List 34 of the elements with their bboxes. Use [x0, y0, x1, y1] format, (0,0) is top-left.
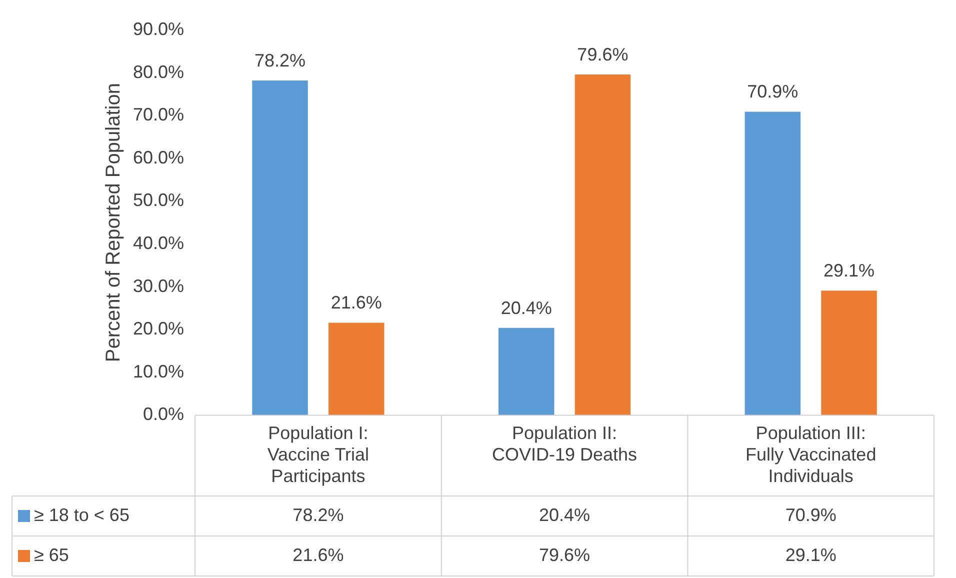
- x-tick-label: Population III: Fully Vaccinated Individuals: [745, 422, 876, 486]
- y-tick-label: 70.0%: [132, 104, 184, 125]
- legend-label: ≥ 65: [34, 544, 69, 565]
- text: 78.2%: [254, 50, 306, 70]
- data-label: 29.1%: [785, 544, 836, 565]
- bar: [744, 112, 801, 416]
- data-label: 70.9%: [785, 504, 836, 525]
- data-label: 20.4%: [538, 504, 590, 525]
- bar: [821, 290, 877, 416]
- y-tick-label: 80.0%: [132, 62, 184, 82]
- y-tick-label: 50.0%: [132, 190, 184, 210]
- text: 29.1%: [823, 260, 875, 281]
- y-tick-label: 30.0%: [132, 276, 184, 296]
- y-axis-title: Percent of Reported Population: [102, 83, 125, 362]
- x-tick-label: Population I: Vaccine Trial Participants: [267, 422, 370, 486]
- y-tick-label: 40.0%: [132, 232, 184, 253]
- y-tick-label: 10.0%: [132, 361, 184, 382]
- text: 21.6%: [330, 292, 382, 313]
- y-tick-label: 60.0%: [132, 147, 184, 168]
- data-label: 21.6%: [292, 544, 344, 565]
- y-tick-label: 0.0%: [143, 404, 184, 424]
- y-tick-label: 90.0%: [132, 18, 184, 39]
- data-label: 79.6%: [538, 544, 590, 565]
- bar: [498, 328, 554, 416]
- legend-label: ≥ 18 to < 65: [34, 504, 130, 525]
- data-label: 78.2%: [292, 504, 344, 525]
- text: 20.4%: [500, 298, 552, 318]
- bar: [328, 322, 384, 416]
- y-tick-label: 20.0%: [132, 318, 184, 339]
- text: 70.9%: [747, 82, 798, 102]
- bar: [252, 80, 308, 416]
- bar: [574, 74, 631, 416]
- x-tick-label: Population II: COVID-19 Deaths: [492, 422, 638, 465]
- text: 79.6%: [577, 44, 628, 64]
